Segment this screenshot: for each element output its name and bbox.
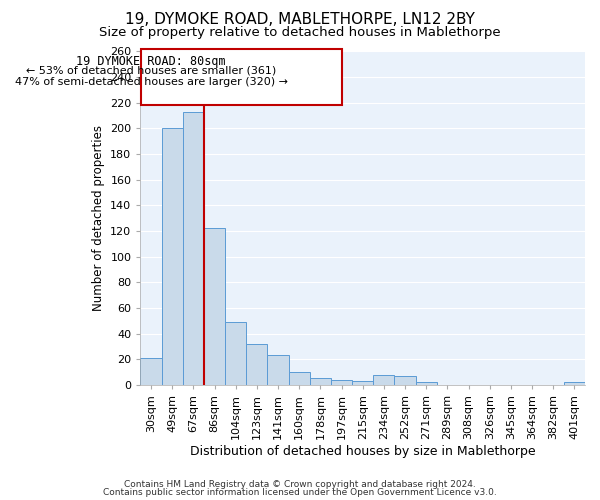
Bar [394, 376, 416, 385]
Bar [373, 374, 394, 385]
Bar [140, 358, 161, 385]
Bar [268, 356, 289, 385]
Bar [225, 322, 246, 385]
Bar [289, 372, 310, 385]
Y-axis label: Number of detached properties: Number of detached properties [92, 125, 104, 311]
Text: Contains HM Land Registry data © Crown copyright and database right 2024.: Contains HM Land Registry data © Crown c… [124, 480, 476, 489]
X-axis label: Distribution of detached houses by size in Mablethorpe: Distribution of detached houses by size … [190, 444, 536, 458]
Bar [246, 344, 268, 385]
Bar [161, 128, 183, 385]
FancyBboxPatch shape [142, 49, 341, 106]
Bar [352, 381, 373, 385]
Text: Size of property relative to detached houses in Mablethorpe: Size of property relative to detached ho… [99, 26, 501, 39]
Text: 19, DYMOKE ROAD, MABLETHORPE, LN12 2BY: 19, DYMOKE ROAD, MABLETHORPE, LN12 2BY [125, 12, 475, 28]
Bar [310, 378, 331, 385]
Text: 47% of semi-detached houses are larger (320) →: 47% of semi-detached houses are larger (… [14, 77, 287, 87]
Bar [183, 112, 204, 385]
Text: ← 53% of detached houses are smaller (361): ← 53% of detached houses are smaller (36… [26, 66, 276, 76]
Bar [204, 228, 225, 385]
Bar [331, 380, 352, 385]
Text: 19 DYMOKE ROAD: 80sqm: 19 DYMOKE ROAD: 80sqm [76, 56, 226, 68]
Bar [416, 382, 437, 385]
Text: Contains public sector information licensed under the Open Government Licence v3: Contains public sector information licen… [103, 488, 497, 497]
Bar [564, 382, 585, 385]
